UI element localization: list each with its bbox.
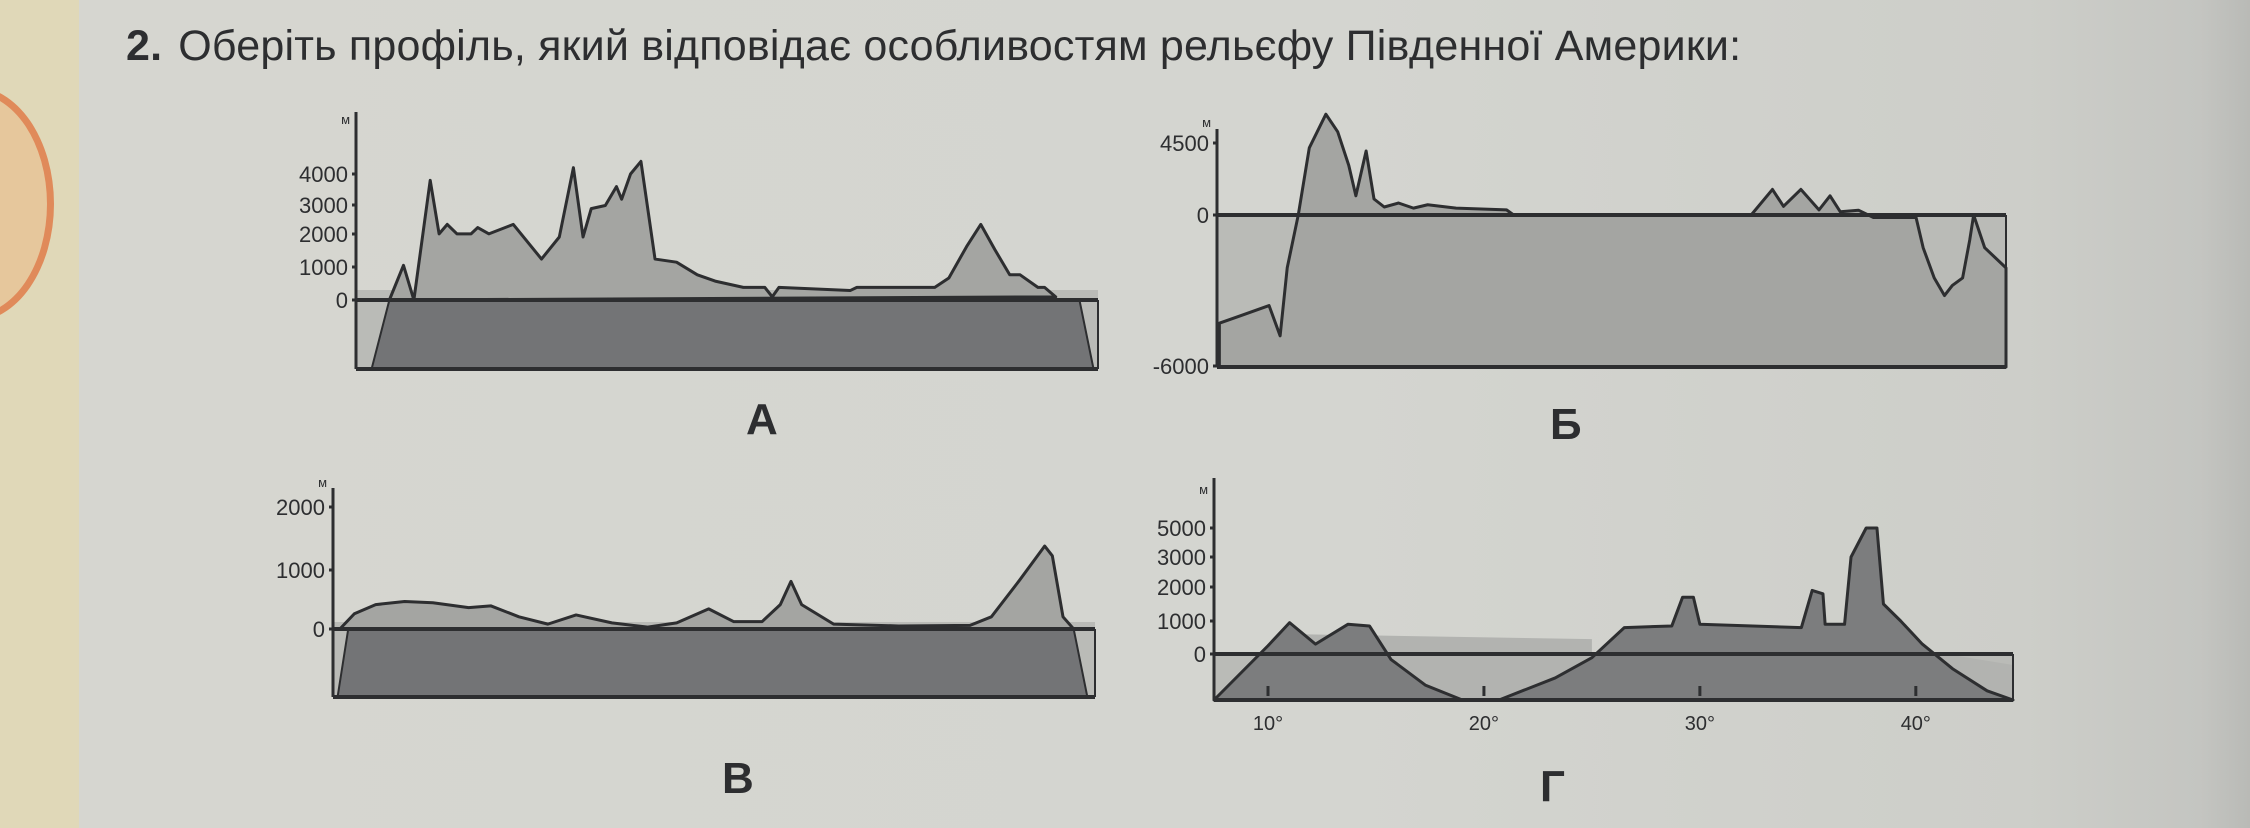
x-tick-label: 10° [1253,713,1283,735]
y-unit-label: м [1202,115,1211,130]
option-label-a[interactable]: А [746,395,778,444]
y-tick-label: 4500 [1160,131,1209,156]
y-tick-label: 3000 [299,193,348,218]
question-title: 2. Оберіть профіль, який відповідає особл… [126,22,1741,71]
y-tick-label: -6000 [1153,354,1209,379]
y-tick-label: 2000 [1157,575,1206,600]
y-tick-label: 5000 [1157,516,1206,541]
underground-block [370,299,1095,370]
elevation-profile-area [1217,112,2008,369]
elevation-profile-area [387,159,1058,302]
elevation-profile-area [338,544,1076,631]
y-tick-label: 1000 [276,558,325,583]
underground-block [336,628,1089,698]
option-label-b[interactable]: Б [1550,400,1582,449]
profile-chart-3: м 5000 3000 2000 1000 0 10° 20° 30° 40° [1157,478,2015,735]
option-label-g[interactable]: Г [1540,762,1565,811]
y-tick-label: 0 [1197,203,1209,228]
y-unit-label: м [318,475,327,490]
y-tick-label: 0 [1194,642,1206,667]
y-tick-label: 0 [336,288,348,313]
option-label-v[interactable]: В [722,754,754,803]
y-tick-label: 1000 [299,255,348,280]
question-number: 2. [126,22,163,70]
y-tick-label: 2000 [276,495,325,520]
y-tick-label: 3000 [1157,545,1206,570]
y-unit-label: м [341,112,350,127]
x-tick-label: 30° [1685,713,1715,735]
profile-chart-2: м 2000 1000 0 [276,475,1096,699]
x-tick-label: 20° [1469,713,1499,735]
y-tick-label: 2000 [299,222,348,247]
y-tick-label: 1000 [1157,609,1206,634]
y-tick-label: 0 [313,617,325,642]
y-unit-label: м [1199,482,1208,497]
elevation-profile-area [1212,526,2015,702]
x-tick-label: 40° [1901,713,1931,735]
question-text: Оберіть профіль, який відповідає особлив… [178,22,1742,70]
profile-chart-0: м 4000 3000 2000 1000 0 [299,112,1099,371]
y-tick-label: 4000 [299,162,348,187]
